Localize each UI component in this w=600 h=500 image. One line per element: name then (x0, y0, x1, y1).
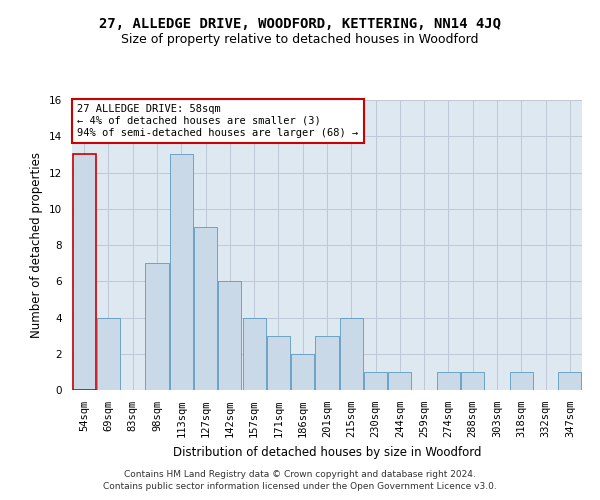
Bar (97, 318, 120, 390)
Bar (218, 281, 241, 390)
Text: Contains HM Land Registry data © Crown copyright and database right 2024.: Contains HM Land Registry data © Crown c… (124, 470, 476, 479)
Bar (316, 336, 338, 390)
X-axis label: Distribution of detached houses by size in Woodford: Distribution of detached houses by size … (173, 446, 481, 458)
Bar (291, 354, 314, 390)
Bar (170, 154, 193, 390)
Bar (437, 372, 460, 390)
Bar (194, 227, 217, 390)
Text: Contains public sector information licensed under the Open Government Licence v3: Contains public sector information licen… (103, 482, 497, 491)
Bar (388, 372, 412, 390)
Text: 27 ALLEDGE DRIVE: 58sqm
← 4% of detached houses are smaller (3)
94% of semi-deta: 27 ALLEDGE DRIVE: 58sqm ← 4% of detached… (77, 104, 358, 138)
Text: Size of property relative to detached houses in Woodford: Size of property relative to detached ho… (121, 32, 479, 46)
Text: 27, ALLEDGE DRIVE, WOODFORD, KETTERING, NN14 4JQ: 27, ALLEDGE DRIVE, WOODFORD, KETTERING, … (99, 18, 501, 32)
Bar (340, 318, 363, 390)
Bar (510, 372, 533, 390)
Bar (364, 372, 387, 390)
Y-axis label: Number of detached properties: Number of detached properties (31, 152, 43, 338)
Bar (73, 154, 95, 390)
Bar (559, 372, 581, 390)
Bar (461, 372, 484, 390)
Bar (267, 336, 290, 390)
Bar (145, 263, 169, 390)
Bar (242, 318, 266, 390)
